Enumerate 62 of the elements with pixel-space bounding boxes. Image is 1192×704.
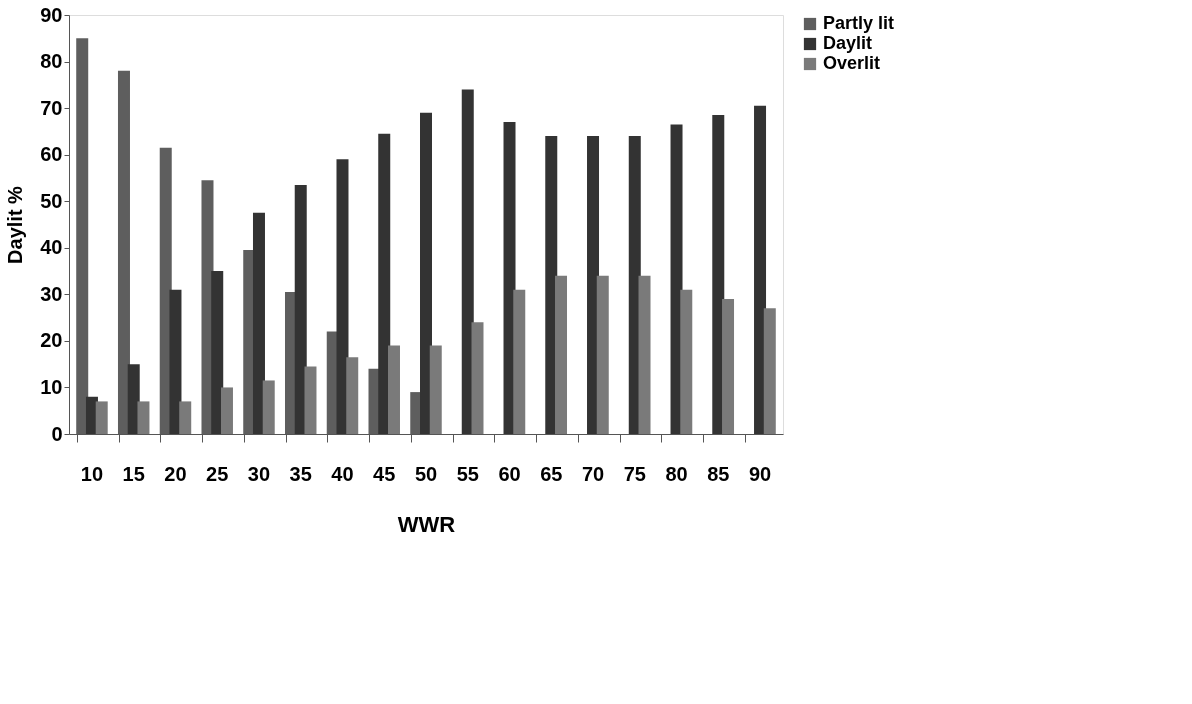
bar bbox=[420, 112, 432, 434]
bar bbox=[545, 136, 558, 434]
x-tick-label: 65 bbox=[540, 462, 563, 485]
bar bbox=[461, 89, 474, 434]
bar bbox=[336, 159, 349, 434]
bar bbox=[220, 387, 233, 434]
bar bbox=[754, 105, 767, 434]
x-tick-label: 75 bbox=[623, 462, 646, 485]
bar bbox=[555, 275, 568, 434]
bar bbox=[628, 136, 641, 434]
y-axis-title: Daylit % bbox=[4, 185, 27, 264]
bar bbox=[513, 289, 526, 434]
y-tick-label: 40 bbox=[40, 236, 63, 259]
bar bbox=[763, 308, 776, 434]
bar bbox=[587, 136, 600, 434]
x-tick-label: 90 bbox=[748, 462, 772, 485]
bar bbox=[680, 289, 693, 434]
bar bbox=[387, 345, 400, 434]
bar bbox=[95, 401, 108, 434]
legend-label: Overlit bbox=[823, 53, 881, 73]
x-tick-label: 55 bbox=[456, 462, 479, 485]
x-tick-label: 70 bbox=[581, 462, 605, 485]
bar bbox=[596, 275, 609, 434]
bar bbox=[378, 133, 391, 434]
x-tick-label: 25 bbox=[206, 462, 229, 485]
bar bbox=[169, 289, 182, 434]
x-tick-label: 80 bbox=[665, 462, 688, 485]
legend-label: Daylit bbox=[823, 33, 873, 53]
x-tick-label: 50 bbox=[414, 462, 438, 485]
bar bbox=[346, 357, 359, 434]
x-tick-label: 85 bbox=[707, 462, 730, 485]
y-tick-label: 70 bbox=[40, 96, 63, 119]
x-tick-label: 45 bbox=[373, 462, 396, 485]
y-tick-label: 0 bbox=[51, 422, 63, 445]
bar bbox=[304, 366, 317, 434]
x-tick-label: 35 bbox=[289, 462, 312, 485]
bar bbox=[137, 401, 150, 434]
bar bbox=[722, 298, 735, 434]
y-tick-label: 90 bbox=[40, 3, 63, 26]
y-tick-label: 50 bbox=[40, 189, 63, 212]
bar bbox=[712, 115, 725, 434]
x-axis-title: WWR bbox=[397, 511, 456, 537]
y-tick-label: 20 bbox=[40, 329, 63, 352]
x-tick-label: 15 bbox=[122, 462, 145, 485]
x-tick-label: 30 bbox=[247, 462, 271, 485]
y-tick-label: 60 bbox=[40, 143, 63, 166]
x-tick-label: 20 bbox=[164, 462, 187, 485]
bar bbox=[252, 212, 265, 434]
bar bbox=[179, 401, 192, 434]
y-tick-label: 80 bbox=[40, 50, 63, 73]
bar bbox=[262, 380, 275, 434]
x-tick-label: 10 bbox=[80, 462, 104, 485]
legend-label: Partly lit bbox=[823, 13, 895, 33]
x-tick-label: 40 bbox=[331, 462, 354, 485]
bar bbox=[471, 322, 484, 434]
bar bbox=[294, 184, 307, 434]
bar bbox=[429, 345, 442, 434]
bar bbox=[211, 271, 224, 434]
bar bbox=[638, 275, 651, 434]
y-tick-label: 30 bbox=[40, 282, 63, 305]
y-tick-label: 10 bbox=[40, 375, 63, 398]
x-tick-label: 60 bbox=[498, 462, 521, 485]
